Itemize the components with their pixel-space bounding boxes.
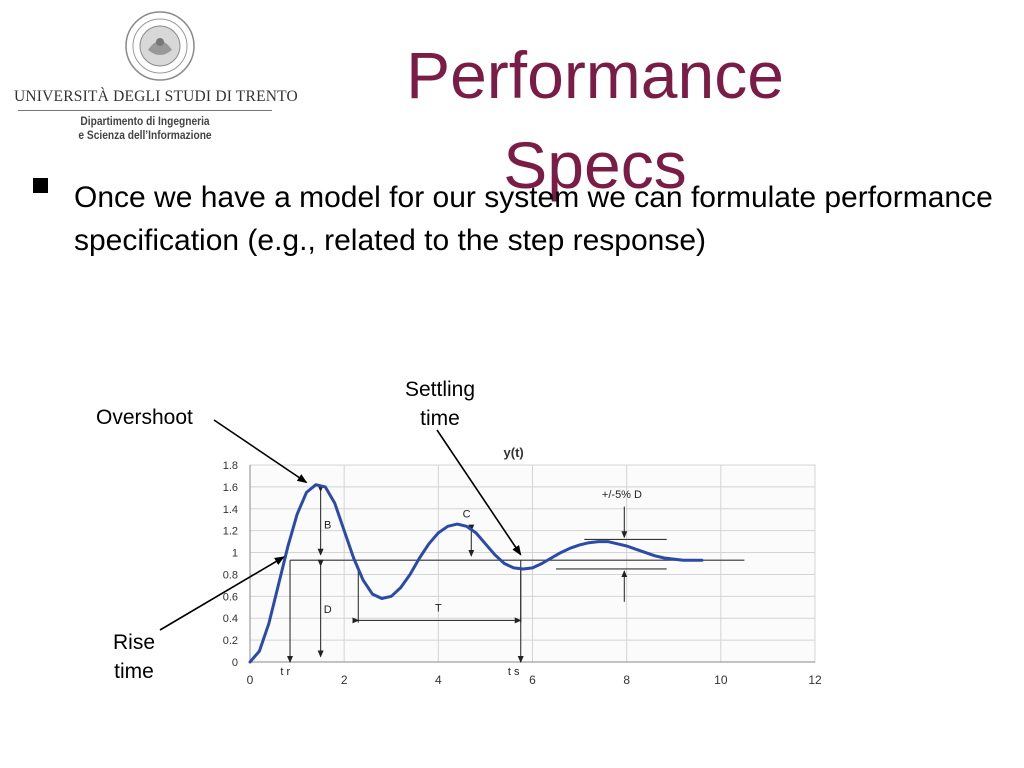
- x-tick-label: 10: [714, 673, 728, 687]
- logo-divider: [18, 110, 272, 111]
- chart-annotations: B C D T +/-5% D t r t s: [280, 485, 745, 678]
- settling-time-arrow: [436, 429, 522, 556]
- chart-axes: 0 0.2 0.4 0.6 0.8 1 1.2 1.4 1.6 1.8 0 2 4 6 8 10 12 y(t): [223, 445, 822, 687]
- overshoot-label: Overshoot: [96, 406, 193, 429]
- settling-time-label-line-1: Settling: [404, 378, 476, 401]
- annotation-label: t s: [508, 666, 520, 678]
- department-name: Dipartimento di Ingegneria e Scienza del…: [14, 114, 276, 142]
- chart-grid: [249, 464, 816, 663]
- bullet-square-icon: [33, 178, 48, 193]
- y-tick-label: 0.4: [223, 613, 238, 625]
- bullet-text: Once we have a model for our system we c…: [74, 181, 993, 257]
- university-name: UNIVERSITÀ DEGLI STUDI DI TRENTO: [14, 88, 298, 105]
- rise-time-label: Rise time: [100, 628, 168, 686]
- callout-arrows: [159, 419, 522, 631]
- rise-time-label-line-2: time: [114, 660, 154, 683]
- x-tick-label: 8: [623, 673, 630, 687]
- annotation-label: T: [435, 603, 442, 615]
- chart-title: y(t): [504, 445, 524, 460]
- annotation-label: B: [324, 519, 331, 531]
- y-tick-label: 0.6: [223, 591, 238, 603]
- y-tick-label: 1.2: [223, 526, 238, 538]
- annotation-label: C: [463, 509, 471, 521]
- overshoot-arrow: [213, 419, 308, 484]
- rise-time-arrow: [159, 556, 285, 631]
- x-tick-label: 0: [247, 673, 254, 687]
- y-tick-label: 0.2: [223, 635, 238, 647]
- y-tick-label: 1.6: [223, 482, 238, 494]
- x-tick-label: 6: [529, 673, 536, 687]
- annotation-label: D: [324, 604, 332, 616]
- x-tick-label: 4: [435, 673, 442, 687]
- y-tick-label: 0: [232, 657, 238, 669]
- annotation-label: +/-5% D: [602, 489, 642, 501]
- y-tick-label: 1.8: [223, 460, 238, 472]
- annotation-label: t r: [280, 666, 290, 678]
- x-tick-label: 2: [341, 673, 348, 687]
- step-response-curve: [248, 483, 704, 664]
- department-line-1: Dipartimento di Ingegneria: [80, 114, 210, 128]
- department-line-2: e Scienza dell’Informazione: [78, 128, 212, 142]
- y-tick-label: 1: [232, 548, 238, 560]
- settling-time-label: Settling time: [392, 375, 488, 433]
- x-tick-label: 12: [808, 673, 822, 687]
- university-seal-icon: [125, 11, 195, 81]
- y-tick-label: 0.8: [223, 569, 238, 581]
- settling-time-label-line-2: time: [420, 407, 460, 430]
- university-logo: UNIVERSITÀ DEGLI STUDI DI TRENTO Diparti…: [14, 10, 298, 142]
- y-tick-label: 1.4: [223, 504, 238, 516]
- rise-time-label-line-1: Rise: [112, 631, 155, 654]
- slide-title: Performance Specs: [406, 38, 784, 202]
- chart-series: [248, 483, 704, 664]
